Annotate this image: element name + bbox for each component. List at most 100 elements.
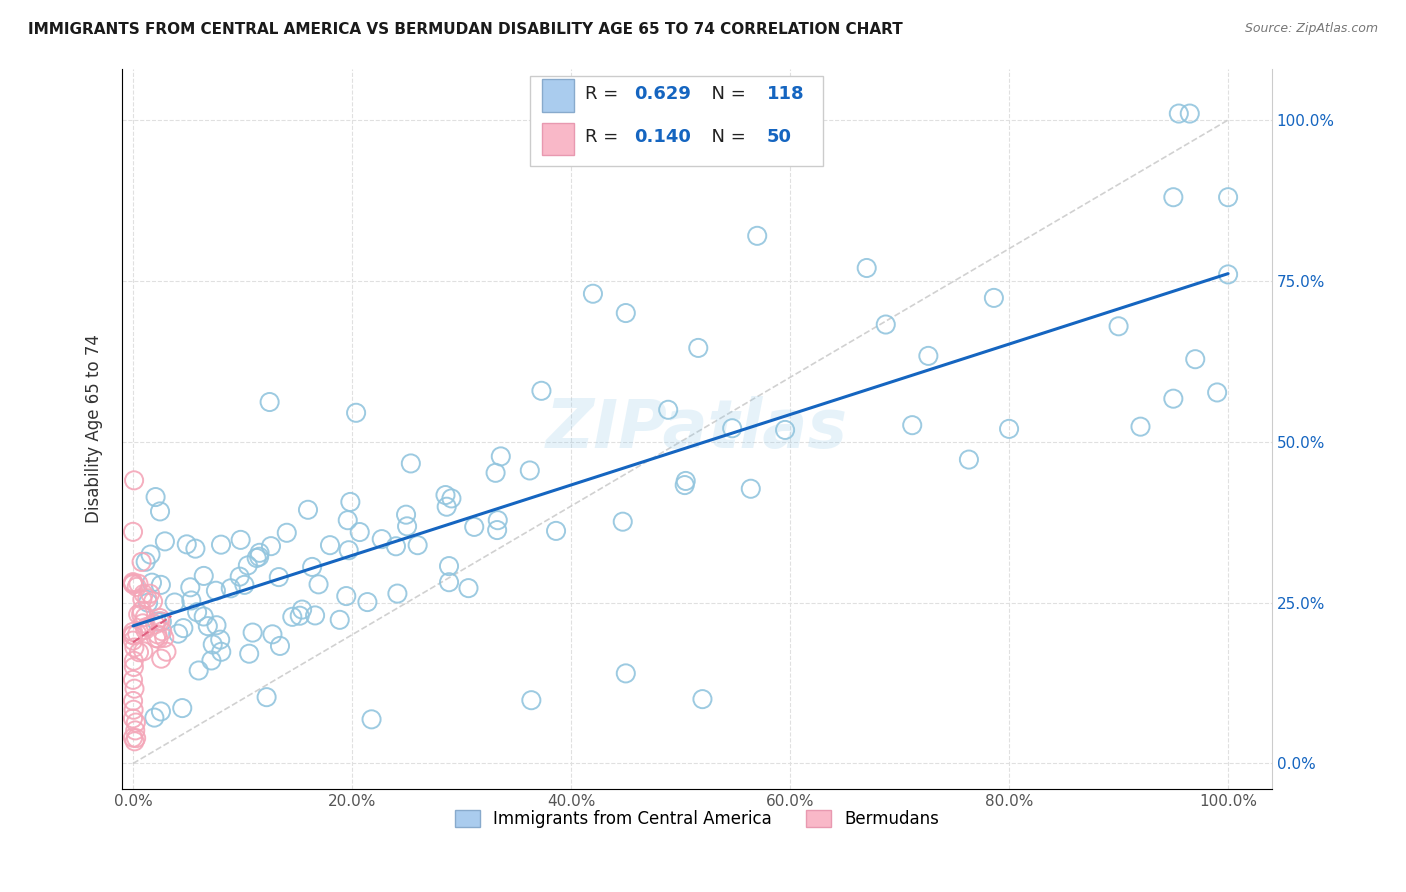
Text: N =: N =: [700, 85, 752, 103]
Text: 118: 118: [768, 85, 804, 103]
Point: [247, 549, 270, 564]
Point: [260, 539, 283, 553]
Point: [773, 423, 796, 437]
Point: [148, 632, 170, 646]
Point: [486, 523, 509, 537]
Point: [463, 520, 485, 534]
Point: [146, 627, 169, 641]
Point: [122, 524, 145, 539]
Point: [530, 384, 553, 398]
Point: [122, 633, 145, 648]
Point: [520, 693, 543, 707]
Point: [122, 577, 145, 591]
Point: [128, 645, 150, 659]
Point: [291, 602, 314, 616]
Point: [139, 548, 162, 562]
Point: [229, 533, 252, 547]
Point: [688, 341, 710, 355]
Point: [457, 581, 479, 595]
Point: [201, 637, 224, 651]
Point: [319, 538, 342, 552]
Point: [434, 488, 457, 502]
Point: [127, 607, 149, 622]
Point: [149, 611, 172, 625]
Text: 0.140: 0.140: [634, 128, 690, 146]
Y-axis label: Disability Age 65 to 74: Disability Age 65 to 74: [86, 334, 103, 524]
Point: [1163, 392, 1185, 406]
Point: [740, 482, 762, 496]
Point: [122, 575, 145, 590]
Point: [917, 349, 939, 363]
Point: [205, 618, 228, 632]
Point: [145, 490, 167, 504]
Point: [167, 626, 190, 640]
Point: [172, 621, 194, 635]
Point: [197, 619, 219, 633]
Point: [131, 604, 153, 618]
Point: [673, 478, 696, 492]
Point: [149, 705, 172, 719]
FancyBboxPatch shape: [530, 76, 824, 166]
Point: [125, 715, 148, 730]
Point: [124, 640, 146, 655]
Point: [276, 525, 298, 540]
Point: [998, 422, 1021, 436]
Text: 0.629: 0.629: [634, 85, 690, 103]
Point: [122, 576, 145, 591]
Point: [396, 519, 419, 533]
Point: [209, 538, 232, 552]
Point: [957, 452, 980, 467]
Point: [136, 591, 159, 606]
Point: [127, 576, 149, 591]
Point: [288, 608, 311, 623]
Point: [131, 555, 153, 569]
Point: [614, 666, 637, 681]
Point: [186, 605, 208, 619]
Point: [855, 260, 877, 275]
Point: [1184, 352, 1206, 367]
Point: [614, 306, 637, 320]
Point: [356, 595, 378, 609]
Point: [281, 610, 304, 624]
Point: [122, 703, 145, 717]
Point: [336, 513, 359, 527]
Point: [122, 628, 145, 642]
Point: [146, 615, 169, 629]
Point: [1216, 268, 1239, 282]
Text: IMMIGRANTS FROM CENTRAL AMERICA VS BERMUDAN DISABILITY AGE 65 TO 74 CORRELATION : IMMIGRANTS FROM CENTRAL AMERICA VS BERMU…: [28, 22, 903, 37]
Point: [489, 450, 512, 464]
Point: [150, 615, 173, 629]
Point: [179, 580, 201, 594]
Point: [308, 577, 330, 591]
Point: [124, 734, 146, 748]
Point: [1206, 385, 1229, 400]
Text: N =: N =: [700, 128, 752, 146]
Point: [132, 616, 155, 631]
Point: [238, 647, 260, 661]
Point: [209, 632, 232, 647]
Point: [131, 592, 153, 607]
Point: [875, 318, 897, 332]
Point: [360, 712, 382, 726]
Point: [163, 595, 186, 609]
Text: ZIPatlas: ZIPatlas: [546, 396, 848, 462]
Point: [657, 402, 679, 417]
Point: [200, 653, 222, 667]
Point: [269, 639, 291, 653]
Point: [122, 474, 145, 488]
Point: [242, 625, 264, 640]
FancyBboxPatch shape: [541, 122, 574, 155]
Point: [135, 620, 157, 634]
Point: [301, 560, 323, 574]
Point: [436, 500, 458, 514]
Point: [209, 645, 232, 659]
Point: [1163, 190, 1185, 204]
Point: [387, 586, 409, 600]
Point: [153, 631, 176, 645]
Point: [187, 664, 209, 678]
Point: [721, 421, 744, 435]
Point: [132, 587, 155, 601]
Point: [1216, 190, 1239, 204]
Point: [139, 587, 162, 601]
Point: [399, 457, 422, 471]
